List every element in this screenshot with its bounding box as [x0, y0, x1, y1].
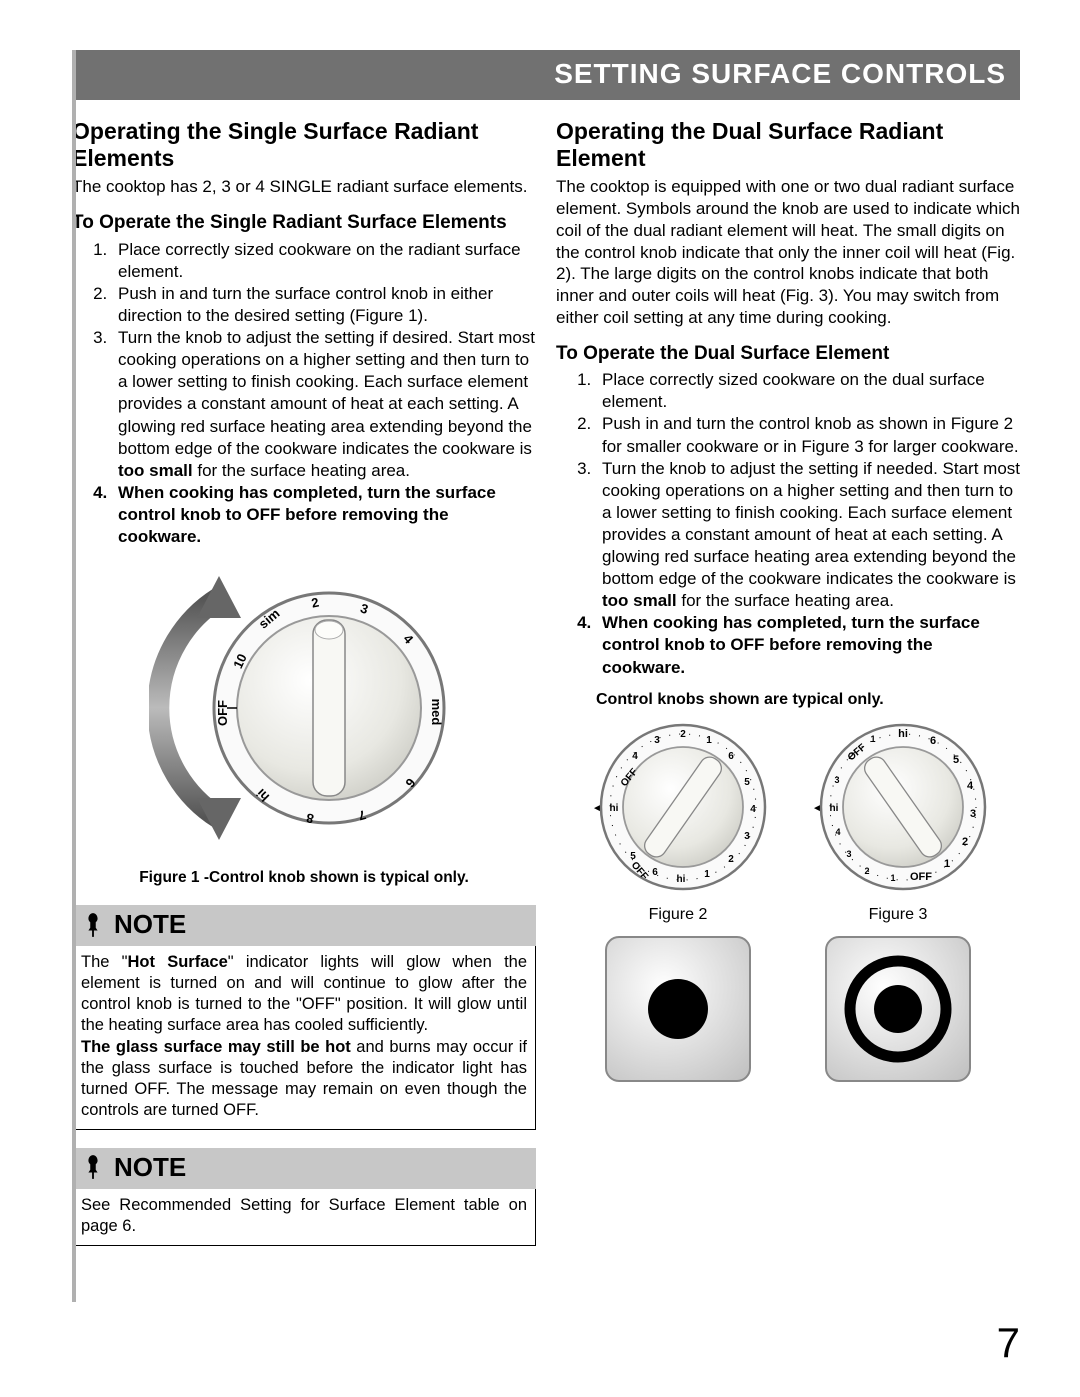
dual-figures: hi ◄ 43216 54321 hi65 OFF OFF — [556, 717, 1020, 1082]
right-intro: The cooktop is equipped with one or two … — [556, 176, 1020, 328]
svg-text:4: 4 — [750, 804, 756, 815]
side-stripe — [72, 50, 76, 1302]
note-label: NOTE — [114, 1152, 186, 1183]
svg-text:hi: hi — [677, 874, 686, 885]
svg-text:5: 5 — [953, 754, 959, 766]
svg-text:1: 1 — [706, 735, 712, 746]
list-item: Turn the knob to adjust the setting if d… — [112, 327, 536, 482]
list-item: When cooking has completed, turn the sur… — [596, 612, 1020, 678]
right-steps: Place correctly sized cookware on the du… — [556, 369, 1020, 678]
svg-text:4: 4 — [632, 751, 638, 762]
svg-text:1: 1 — [704, 869, 710, 880]
list-item: Place correctly sized cookware on the ra… — [112, 239, 536, 283]
svg-text:6: 6 — [728, 751, 734, 762]
figure-1: OFF sim 2 3 4 med 6 7 8 hi 10 Figure 1 - — [72, 558, 536, 887]
figure-3-knob: hi ◄ hi654 321OFF 123 1234 OFF — [803, 717, 993, 897]
svg-text:OFF: OFF — [215, 700, 230, 726]
burner-dual-icon — [825, 936, 971, 1082]
figure-2-knob: hi ◄ 43216 54321 hi65 OFF OFF — [583, 717, 773, 897]
figure-1-caption: Figure 1 -Control knob shown is typical … — [72, 869, 536, 887]
list-item: Turn the knob to adjust the setting if n… — [596, 458, 1020, 613]
list-item: Push in and turn the control knob as sho… — [596, 413, 1020, 457]
svg-text:3: 3 — [846, 849, 851, 859]
note-banner-2: NOTE — [72, 1148, 536, 1189]
note-banner-1: NOTE — [72, 905, 536, 946]
svg-text:2: 2 — [962, 836, 968, 848]
svg-text:hi: hi — [830, 803, 839, 814]
left-steps: Place correctly sized cookware on the ra… — [72, 239, 536, 548]
svg-text:1: 1 — [870, 734, 875, 744]
right-subheading: To Operate the Dual Surface Element — [556, 343, 1020, 366]
svg-text:hi: hi — [610, 803, 619, 814]
note-label: NOTE — [114, 909, 186, 940]
figure-3-label: Figure 3 — [803, 906, 993, 924]
pin-icon — [82, 1153, 104, 1181]
list-item: Place correctly sized cookware on the du… — [596, 369, 1020, 413]
left-intro: The cooktop has 2, 3 or 4 SINGLE radiant… — [72, 176, 536, 198]
svg-text:4: 4 — [835, 827, 840, 837]
page-number: 7 — [997, 1319, 1020, 1367]
svg-text:5: 5 — [744, 777, 750, 788]
svg-text:med: med — [429, 699, 444, 726]
dual-caption: Control knobs shown are typical only. — [556, 691, 1020, 709]
svg-text:◄: ◄ — [812, 803, 822, 814]
left-column: Operating the Single Surface Radiant Ele… — [72, 118, 536, 1246]
svg-text:OFF: OFF — [910, 871, 932, 883]
svg-text:3: 3 — [654, 735, 660, 746]
svg-text:2: 2 — [728, 854, 734, 865]
list-item: Push in and turn the surface control kno… — [112, 283, 536, 327]
svg-text:1: 1 — [944, 858, 950, 870]
pin-icon — [82, 911, 104, 939]
svg-text:6: 6 — [652, 867, 658, 878]
figure-2-label: Figure 2 — [583, 906, 773, 924]
svg-text:1: 1 — [890, 873, 895, 883]
left-heading: Operating the Single Surface Radiant Ele… — [72, 118, 536, 172]
right-heading: Operating the Dual Surface Radiant Eleme… — [556, 118, 1020, 172]
svg-text:4: 4 — [967, 780, 974, 792]
burner-inner-icon — [605, 936, 751, 1082]
svg-text:3: 3 — [970, 808, 976, 820]
svg-text:◄: ◄ — [592, 803, 602, 814]
svg-text:hi: hi — [898, 728, 908, 740]
page-banner: SETTING SURFACE CONTROLS — [72, 50, 1020, 100]
note-box-2: See Recommended Setting for Surface Elem… — [72, 1189, 536, 1246]
right-column: Operating the Dual Surface Radiant Eleme… — [556, 118, 1020, 1246]
list-item: When cooking has completed, turn the sur… — [112, 482, 536, 548]
note-box-1: The "Hot Surface" indicator lights will … — [72, 946, 536, 1130]
svg-text:6: 6 — [930, 735, 936, 747]
left-subheading: To Operate the Single Radiant Surface El… — [72, 212, 536, 235]
svg-text:2: 2 — [680, 729, 686, 740]
